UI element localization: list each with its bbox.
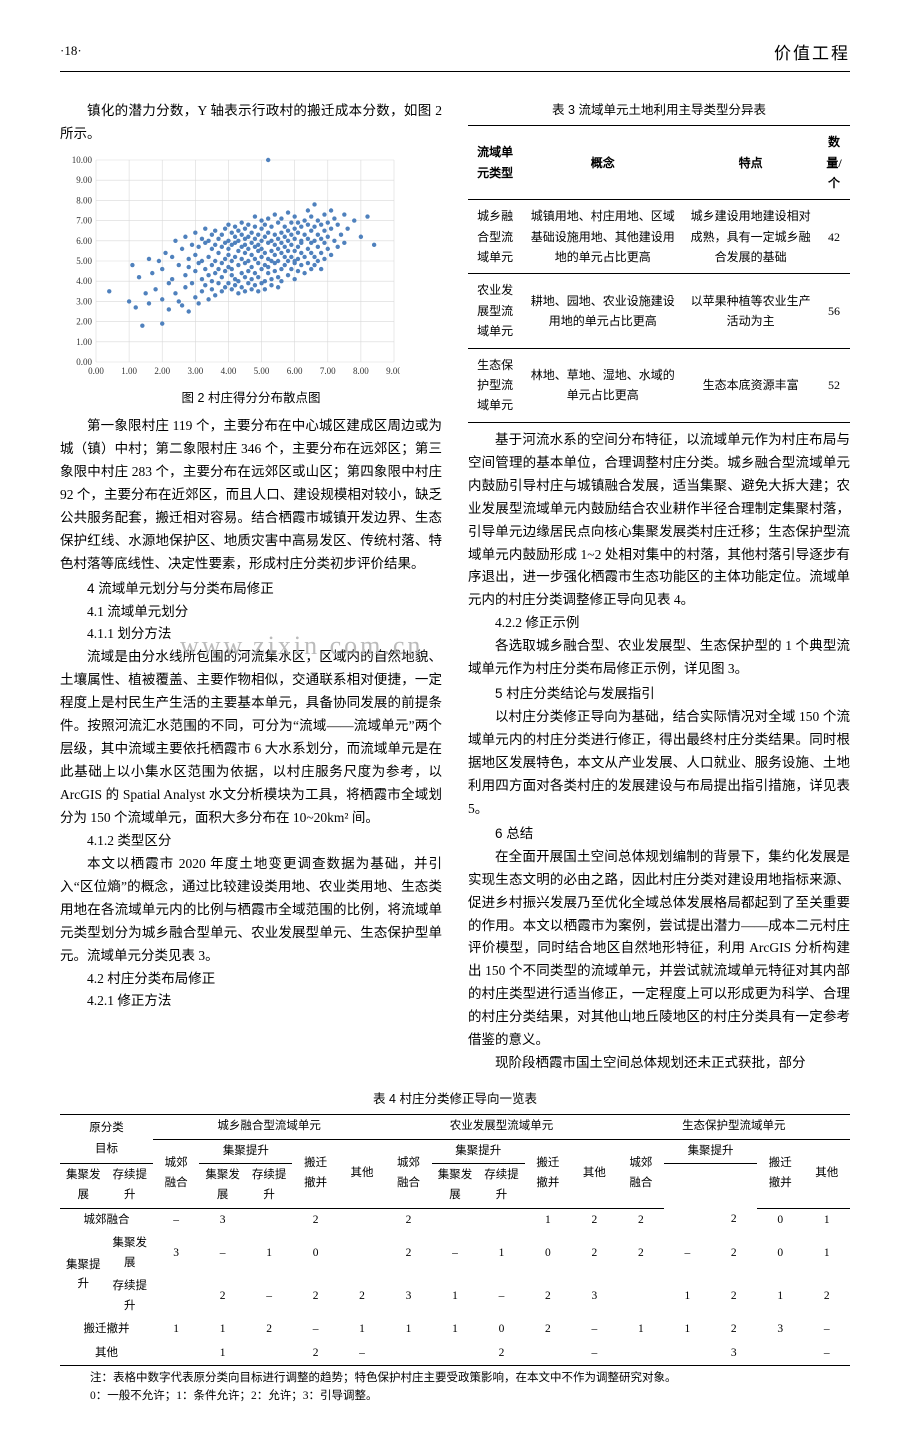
heading-4: 4 流域单元划分与分类布局修正 <box>60 578 442 601</box>
t3-h2: 特点 <box>683 126 818 200</box>
svg-text:1.00: 1.00 <box>76 337 92 347</box>
svg-text:8.00: 8.00 <box>353 366 369 376</box>
heading-4-1-2: 4.1.2 类型区分 <box>60 830 442 853</box>
heading-5: 5 村庄分类结论与发展指引 <box>468 683 850 706</box>
table4: 原分类目标城乡融合型流域单元农业发展型流域单元生态保护型流域单元城郊融合集聚提升… <box>60 1114 850 1366</box>
svg-text:9.00: 9.00 <box>386 366 400 376</box>
heading-4-2-1: 4.2.1 修正方法 <box>60 990 442 1013</box>
para: 在全面开展国土空间总体规划编制的背景下，集约化发展是实现生态文明的必由之路，因此… <box>468 846 850 1052</box>
t3-c: 林地、草地、湿地、水域的单元占比更高 <box>522 348 683 422</box>
heading-6: 6 总结 <box>468 823 850 846</box>
svg-text:4.00: 4.00 <box>221 366 237 376</box>
svg-text:2.00: 2.00 <box>76 316 92 326</box>
para: 第一象限村庄 119 个，主要分布在中心城区建成区周边或为城（镇）中村；第二象限… <box>60 415 442 576</box>
heading-4-1-1: 4.1.1 划分方法 <box>60 623 442 646</box>
left-column: 镇化的潜力分数，Y 轴表示行政村的搬迁成本分数，如图 2 所示。 0.00 1.0… <box>60 100 442 1075</box>
svg-text:3.00: 3.00 <box>76 296 92 306</box>
t3-c: 56 <box>818 274 850 348</box>
t3-h1: 概念 <box>522 126 683 200</box>
scatter-chart: 0.00 1.00 2.00 3.00 4.00 5.00 6.00 7.00 8.00 9.00… <box>60 154 400 384</box>
two-column-layout: 镇化的潜力分数，Y 轴表示行政村的搬迁成本分数，如图 2 所示。 0.00 1.0… <box>60 100 850 1075</box>
chart-caption: 图 2 村庄得分分布散点图 <box>60 388 442 409</box>
table3: 流域单元类型 概念 特点 数量/个 城乡融合型流域单元 城镇用地、村庄用地、区域… <box>468 125 850 423</box>
page: ·18· 价值工程 镇化的潜力分数，Y 轴表示行政村的搬迁成本分数，如图 2 所… <box>0 0 920 1446</box>
heading-4-2-2: 4.2.2 修正示例 <box>468 612 850 635</box>
t3-c: 城镇用地、村庄用地、区域基础设施用地、其他建设用地的单元占比更高 <box>522 200 683 274</box>
t3-h3: 数量/个 <box>818 126 850 200</box>
table4-caption: 表 4 村庄分类修正导向一览表 <box>60 1089 850 1110</box>
svg-text:6.00: 6.00 <box>76 236 92 246</box>
svg-text:5.00: 5.00 <box>254 366 270 376</box>
svg-text:3.00: 3.00 <box>187 366 203 376</box>
t3-c: 城乡建设用地建设相对成熟，具有一定城乡融合发展的基础 <box>683 200 818 274</box>
svg-text:2.00: 2.00 <box>154 366 170 376</box>
svg-text:5.00: 5.00 <box>76 256 92 266</box>
table4-wrap: 表 4 村庄分类修正导向一览表 原分类目标城乡融合型流域单元农业发展型流域单元生… <box>60 1089 850 1406</box>
para: 各选取城乡融合型、农业发展型、生态保护型的 1 个典型流域单元作为村庄分类布局修… <box>468 635 850 681</box>
para: 流域是由分水线所包围的河流集水区，区域内的自然地貌、土壤属性、植被覆盖、主要作物… <box>60 646 442 830</box>
page-header: ·18· 价值工程 <box>60 40 850 72</box>
para: 镇化的潜力分数，Y 轴表示行政村的搬迁成本分数，如图 2 所示。 <box>60 100 442 146</box>
right-column: 表 3 流域单元土地利用主导类型分异表 流域单元类型 概念 特点 数量/个 城乡… <box>468 100 850 1075</box>
para: 基于河流水系的空间分布特征，以流域单元作为村庄布局与空间管理的基本单位，合理调整… <box>468 429 850 613</box>
t3-c: 生态本底资源丰富 <box>683 348 818 422</box>
para: 以村庄分类修正导向为基础，结合实际情况对全域 150 个流域单元内的村庄分类进行… <box>468 706 850 821</box>
svg-text:7.00: 7.00 <box>76 215 92 225</box>
page-number: ·18· <box>60 40 82 69</box>
table4-note1: 注：表格中数字代表原分类向目标进行调整的趋势；特色保护村庄主要受政策影响，在本文… <box>60 1366 850 1388</box>
para: 本文以栖霞市 2020 年度土地变更调查数据为基础，并引入“区位熵”的概念，通过… <box>60 853 442 968</box>
table4-note2: 0：一般不允许；1：条件允许；2：允许；3：引导调整。 <box>60 1388 850 1406</box>
t3-c: 耕地、园地、农业设施建设用地的单元占比更高 <box>522 274 683 348</box>
heading-4-2: 4.2 村庄分类布局修正 <box>60 968 442 991</box>
svg-text:1.00: 1.00 <box>121 366 137 376</box>
t3-c: 农业发展型流域单元 <box>468 274 522 348</box>
svg-text:4.00: 4.00 <box>76 276 92 286</box>
svg-text:0.00: 0.00 <box>88 366 104 376</box>
t3-c: 42 <box>818 200 850 274</box>
table3-caption: 表 3 流域单元土地利用主导类型分异表 <box>468 100 850 121</box>
svg-text:6.00: 6.00 <box>287 366 303 376</box>
svg-text:8.00: 8.00 <box>76 195 92 205</box>
t3-h0: 流域单元类型 <box>468 126 522 200</box>
t3-c: 生态保护型流域单元 <box>468 348 522 422</box>
svg-text:9.00: 9.00 <box>76 175 92 185</box>
svg-text:7.00: 7.00 <box>320 366 336 376</box>
svg-text:10.00: 10.00 <box>72 155 93 165</box>
para: 现阶段栖霞市国土空间总体规划还未正式获批，部分 <box>468 1052 850 1075</box>
t3-c: 52 <box>818 348 850 422</box>
heading-4-1: 4.1 流域单元划分 <box>60 601 442 624</box>
journal-title: 价值工程 <box>774 40 850 69</box>
t3-c: 以苹果种植等农业生产活动为主 <box>683 274 818 348</box>
scatter-svg: 0.00 1.00 2.00 3.00 4.00 5.00 6.00 7.00 8.00 9.00… <box>60 154 400 384</box>
t3-c: 城乡融合型流域单元 <box>468 200 522 274</box>
